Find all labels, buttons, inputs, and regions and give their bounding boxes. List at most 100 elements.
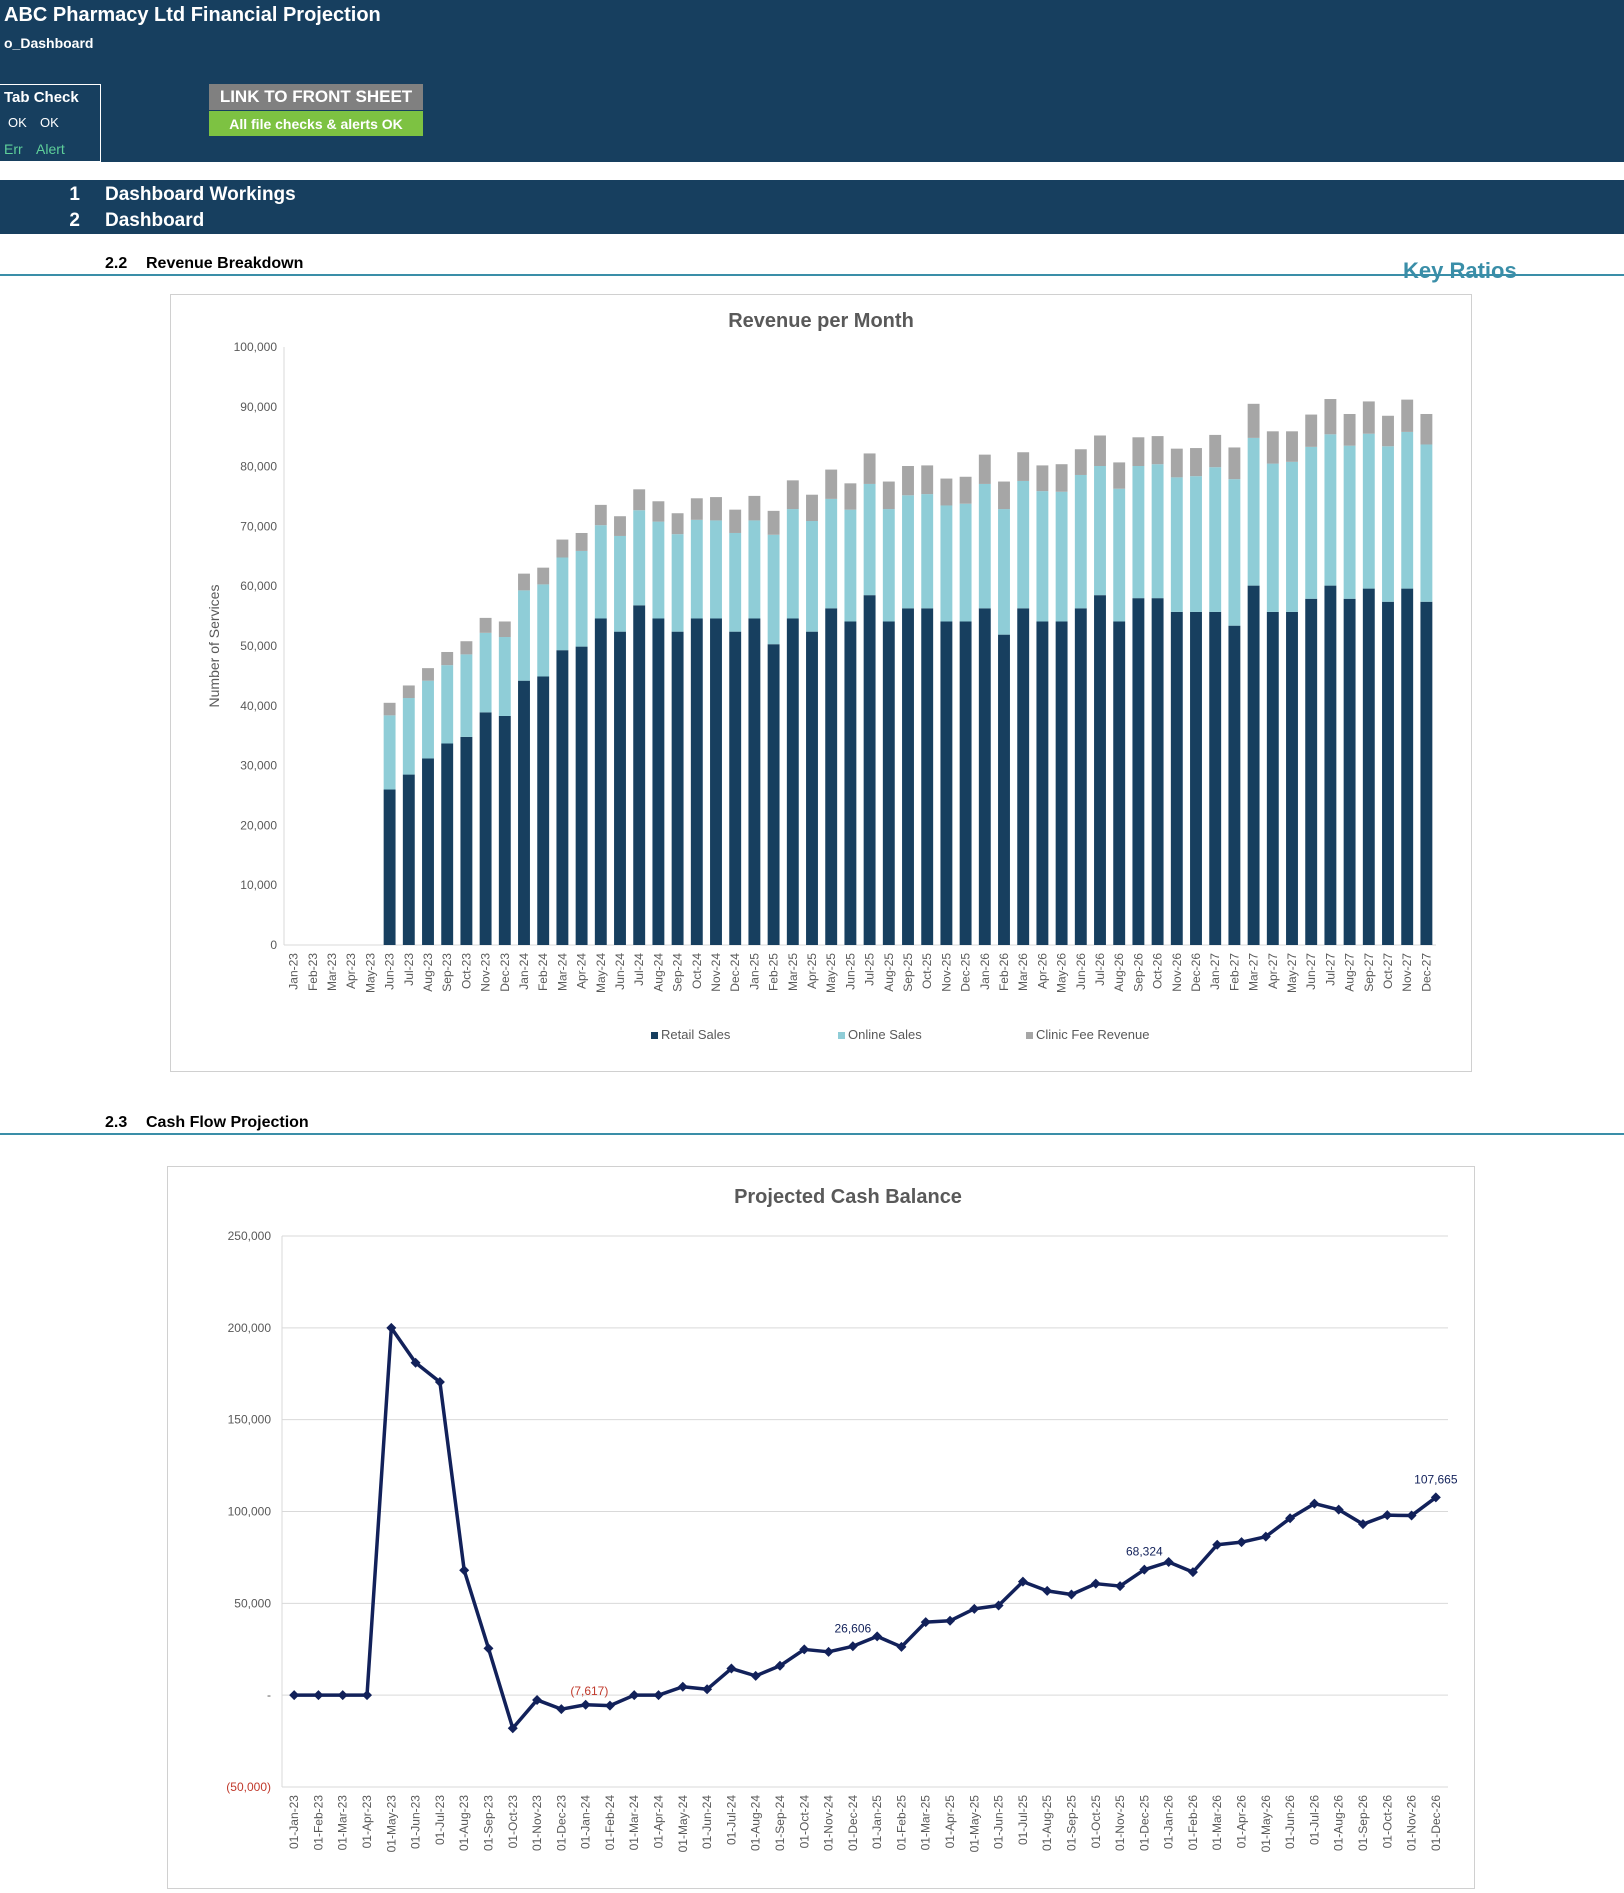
bar-retail-sales [1055,621,1068,945]
bar-clinic-fee-revenue [1305,414,1318,447]
y-tick-label: 200,000 [228,1321,272,1335]
bar-clinic-fee-revenue [518,573,530,591]
bar-clinic-fee-revenue [825,469,838,499]
x-tick-label: 01-May-23 [384,1795,398,1853]
file-checks-status-button[interactable]: All file checks & alerts OK [209,111,423,136]
bar-online-sales [537,584,550,677]
y-axis-title: Number of Services [206,585,222,708]
bar-retail-sales [1382,601,1394,945]
bar-online-sales [729,532,742,632]
x-tick-label: Jan-26 [978,953,992,990]
legend-label: Clinic Fee Revenue [1036,1027,1149,1042]
x-tick-label: Sep-27 [1362,953,1376,992]
x-tick-label: 01-Jun-24 [700,1795,714,1849]
x-tick-label: 01-Dec-23 [554,1795,568,1851]
bar-online-sales [383,715,396,790]
bar-online-sales [1343,445,1356,599]
nav-item-dashboard-workings[interactable]: Dashboard Workings [105,184,296,205]
nav-item-2-number: 2 [69,210,80,231]
data-point [1260,1531,1271,1542]
bar-retail-sales [844,621,857,945]
nav-item-dashboard[interactable]: Dashboard [105,210,205,231]
y-tick-label: 30,000 [240,759,277,773]
bar-clinic-fee-revenue [690,498,703,520]
x-tick-label: 01-Apr-25 [943,1795,957,1849]
chart-title: Revenue per Month [728,310,914,332]
x-tick-label: Sep-25 [901,953,915,992]
bar-clinic-fee-revenue [959,476,972,504]
bar-online-sales [1036,491,1049,622]
data-point [1357,1519,1368,1530]
key-ratios-heading[interactable]: Key Ratios [1403,258,1517,283]
bar-clinic-fee-revenue [1055,464,1068,492]
bar-online-sales [402,698,415,775]
x-tick-label: Apr-27 [1266,953,1280,989]
bar-clinic-fee-revenue [921,465,934,495]
bar-retail-sales [1094,595,1106,945]
bar-retail-sales [748,618,761,945]
bar-clinic-fee-revenue [633,489,646,511]
bar-online-sales [518,590,530,681]
data-point [1042,1585,1053,1596]
bar-online-sales [1094,466,1106,596]
x-tick-label: Sep-26 [1131,953,1145,992]
revenue-chart: Revenue per Month 0 10,000 20,000 30,000 40,0… [170,294,1472,1072]
bar-clinic-fee-revenue [1113,462,1126,489]
data-point [313,1690,324,1701]
bar-retail-sales [556,650,569,945]
data-label: 107,665 [1414,1472,1458,1486]
bar-online-sales [479,632,492,713]
bar-retail-sales [1228,625,1241,945]
bar-online-sales [594,525,607,619]
nav-band [0,180,1624,234]
bar-retail-sales [652,618,665,945]
cash-balance-line [294,1326,1437,1730]
data-point [969,1603,980,1614]
x-tick-label: 01-Dec-24 [846,1795,860,1851]
data-point [1163,1557,1174,1568]
bar-retail-sales [921,608,934,945]
x-tick-label: Jul-27 [1323,953,1337,986]
bar-clinic-fee-revenue [479,617,492,633]
bar-online-sales [1305,446,1318,599]
x-tick-label: 01-Nov-26 [1405,1795,1419,1851]
bar-online-sales [1247,437,1260,586]
x-tick-label: 01-Feb-24 [603,1795,617,1851]
data-point [1017,1576,1028,1587]
x-tick-label: Apr-23 [344,953,358,989]
cash-balance-chart-svg: Projected Cash Balance (50,000) - 50,000 100… [226,1186,1458,1853]
bar-clinic-fee-revenue [1094,435,1106,466]
x-tick-label: 01-Oct-24 [797,1795,811,1849]
bar-online-sales [710,520,722,619]
bar-online-sales [1209,467,1222,612]
data-point [1285,1513,1296,1524]
x-tick-label: 01-Feb-25 [894,1795,908,1851]
bar-online-sales [1132,466,1145,599]
x-tick-label: 01-Apr-23 [360,1795,374,1849]
x-tick-label: May-23 [363,953,377,993]
bar-clinic-fee-revenue [1324,399,1337,435]
x-tick-label: Jun-27 [1304,953,1318,990]
data-point [386,1322,397,1333]
y-tick-label: 60,000 [240,579,277,593]
bar-retail-sales [690,618,703,945]
x-tick-label: 01-Dec-26 [1429,1795,1443,1851]
y-tick-label: 0 [270,938,277,952]
x-tick-label: 01-Dec-25 [1137,1795,1151,1851]
data-point [1139,1564,1150,1575]
y-tick-label: 50,000 [234,1596,271,1610]
data-point [483,1643,494,1654]
x-tick-label: Dec-26 [1189,953,1203,992]
link-to-front-sheet-button[interactable]: LINK TO FRONT SHEET [209,84,423,110]
x-tick-label: Feb-25 [767,953,781,991]
data-label: 26,606 [835,1621,872,1635]
bar-clinic-fee-revenue [498,621,511,638]
data-point [1187,1567,1198,1578]
bar-clinic-fee-revenue [422,668,434,681]
section-cashflow-rule [0,1133,1624,1135]
bar-clinic-fee-revenue [1190,448,1202,477]
bar-online-sales [1420,444,1433,602]
x-tick-label: 01-Oct-23 [506,1795,520,1849]
bar-clinic-fee-revenue [940,478,953,506]
bar-retail-sales [594,618,607,945]
